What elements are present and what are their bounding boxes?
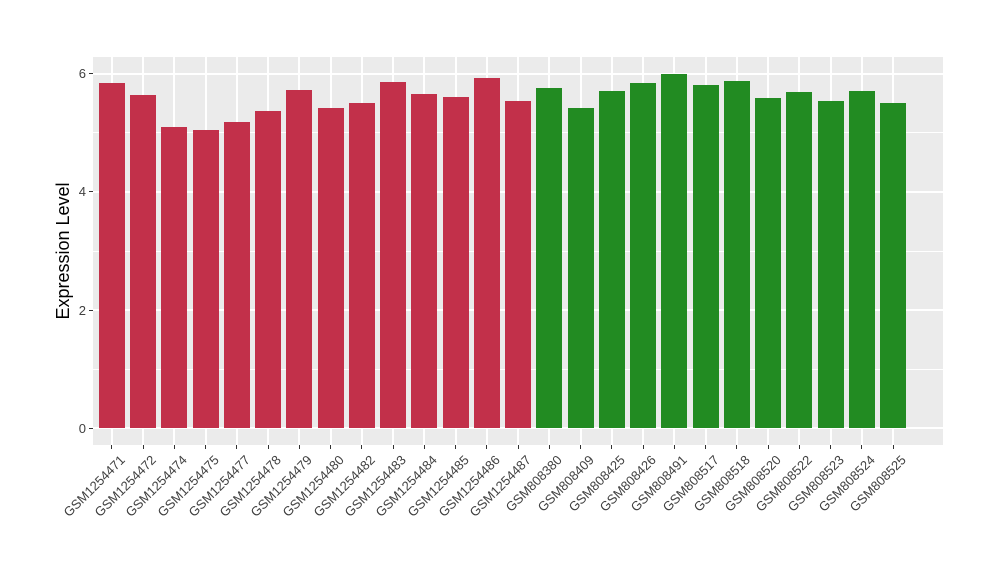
y-tick-label-2: 2 [78,302,86,318]
bar-GSM808518 [723,81,750,429]
bar-GSM1254480 [317,108,344,429]
x-tick-mark-GSM808517 [705,445,706,449]
y-tick-label-4: 4 [78,184,86,200]
bar-GSM808425 [598,91,625,429]
bar-GSM1254484 [411,93,438,429]
x-tick-mark-GSM1254479 [298,445,300,449]
bar-GSM1254487 [505,100,531,429]
x-tick-mark-GSM808524 [861,445,863,449]
x-tick-mark-GSM808520 [767,445,769,449]
y-tick-mark-2 [89,309,93,311]
x-tick-mark-GSM1254480 [330,445,331,449]
bar-GSM808491 [661,74,688,429]
x-tick-mark-GSM808426 [642,445,644,449]
bar-GSM1254485 [442,97,469,429]
x-tick-mark-GSM808518 [736,445,738,449]
bar-GSM1254474 [161,126,188,429]
x-tick-mark-GSM1254485 [455,445,456,449]
x-tick-mark-GSM1254477 [236,445,238,449]
bar-GSM808517 [692,85,719,429]
bar-GSM808409 [567,107,594,429]
bar-GSM1254477 [223,122,250,429]
y-tick-label-6: 6 [78,66,86,82]
bar-GSM1254478 [255,111,281,429]
y-tick-mark-4 [89,191,93,193]
x-tick-mark-GSM808380 [548,445,550,449]
bar-GSM808520 [755,97,781,429]
x-tick-mark-GSM1254475 [205,445,206,449]
bar-GSM1254475 [192,129,219,429]
x-tick-mark-GSM808491 [673,445,675,449]
x-tick-mark-GSM1254482 [361,445,363,449]
x-tick-mark-GSM808525 [892,445,894,449]
x-tick-mark-GSM1254472 [142,445,144,449]
x-tick-mark-GSM808523 [830,445,831,449]
x-tick-mark-GSM808425 [611,445,613,449]
bar-GSM808525 [880,103,906,429]
bar-GSM1254472 [130,94,156,429]
bar-GSM808523 [817,100,844,429]
bar-GSM808522 [786,92,813,429]
bar-GSM1254471 [98,83,125,429]
x-tick-mark-GSM1254484 [423,445,425,449]
x-tick-mark-GSM1254487 [517,445,519,449]
x-tick-mark-GSM1254474 [173,445,175,449]
y-tick-label-0: 0 [78,420,86,436]
bar-GSM1254482 [348,102,375,429]
plot-panel [93,57,943,445]
x-tick-mark-GSM1254486 [486,445,488,449]
y-tick-mark-0 [89,427,93,429]
bar-GSM1254479 [286,90,313,429]
bar-GSM1254486 [473,77,500,429]
x-tick-mark-GSM1254471 [111,445,113,449]
x-tick-mark-GSM1254478 [267,445,269,449]
bar-GSM808380 [536,87,563,429]
x-tick-mark-GSM808522 [798,445,800,449]
bar-GSM808426 [630,83,656,429]
bar-GSM808524 [848,90,875,429]
x-tick-mark-GSM1254483 [392,445,394,449]
bar-GSM1254483 [380,82,406,429]
y-tick-mark-6 [89,73,93,75]
x-tick-mark-GSM808409 [580,445,581,449]
y-axis-title: Expression Level [53,182,73,320]
